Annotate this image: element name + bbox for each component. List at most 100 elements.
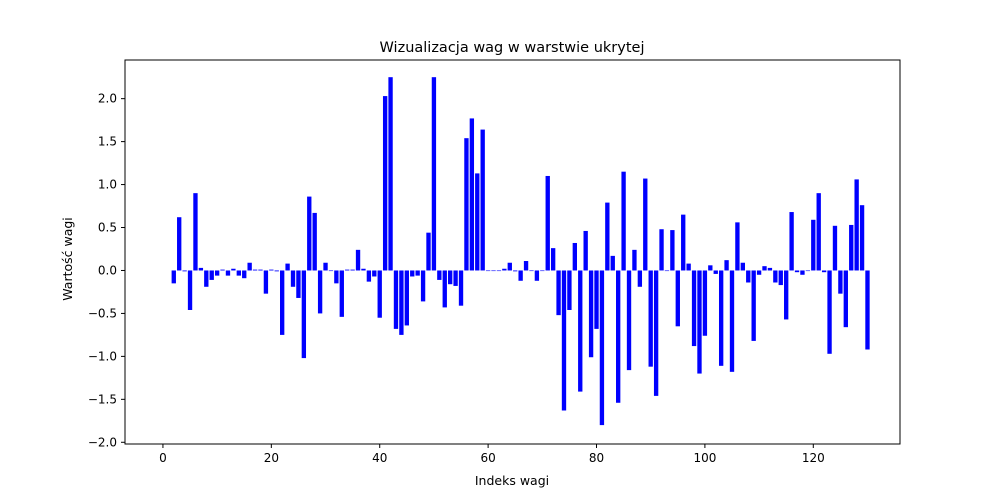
bar-40 (377, 270, 382, 318)
bar-20 (269, 269, 274, 271)
bar-95 (675, 270, 680, 327)
y-tick-label: 0.0 (98, 263, 117, 277)
bar-108 (746, 270, 751, 283)
bar-84 (616, 270, 621, 403)
bar-116 (789, 212, 794, 271)
y-tick-label: −1.0 (88, 349, 117, 363)
bar-93 (664, 270, 670, 272)
bar-19 (263, 270, 269, 294)
bar-59 (480, 129, 485, 271)
bar-23 (285, 263, 290, 271)
bar-61 (491, 270, 496, 272)
bar-103 (718, 270, 724, 366)
bar-31 (328, 270, 334, 272)
bar-52 (442, 270, 447, 308)
bar-17 (252, 269, 258, 271)
bar-14 (236, 270, 241, 276)
bar-60 (485, 270, 491, 272)
y-tick-label: −0.5 (88, 306, 117, 320)
bar-70 (540, 270, 545, 272)
bar-48 (420, 270, 426, 302)
bar-127 (849, 224, 854, 271)
bar-15 (242, 270, 247, 279)
bar-35 (350, 269, 355, 271)
x-tick-label: 60 (480, 451, 495, 465)
bar-117 (794, 270, 800, 273)
bar-120 (811, 219, 816, 271)
bar-37 (361, 268, 366, 271)
bar-5 (187, 270, 193, 310)
bar-51 (437, 270, 442, 280)
bar-109 (751, 270, 756, 341)
bar-55 (458, 270, 464, 306)
y-tick-label: −1.5 (88, 392, 117, 406)
x-tick-label: 20 (264, 451, 279, 465)
bar-71 (545, 175, 550, 271)
bar-66 (518, 270, 523, 281)
bar-16 (247, 262, 252, 271)
bar-128 (854, 179, 859, 271)
y-tick-label: 0.5 (98, 221, 117, 235)
bar-64 (507, 262, 512, 271)
bar-99 (697, 270, 702, 374)
bar-119 (805, 270, 811, 272)
bar-45 (404, 270, 409, 326)
bar-10 (214, 270, 220, 276)
bar-90 (648, 270, 653, 367)
x-tick-label: 80 (589, 451, 604, 465)
bar-79 (588, 270, 594, 358)
bar-46 (410, 270, 415, 277)
x-tick-label: 0 (159, 451, 167, 465)
bar-129 (859, 205, 865, 271)
bar-39 (372, 270, 377, 277)
bar-57 (469, 118, 475, 271)
x-axis-label: Indeks wagi (475, 473, 549, 488)
bar-98 (691, 270, 697, 347)
bar-38 (366, 270, 372, 282)
bar-12 (225, 270, 231, 276)
bar-24 (290, 270, 296, 287)
bar-114 (778, 270, 783, 286)
bar-44 (399, 270, 404, 335)
bar-18 (258, 269, 263, 271)
bar-6 (193, 193, 198, 271)
bar-112 (767, 267, 773, 271)
bar-2 (171, 270, 176, 284)
bar-67 (523, 261, 529, 271)
bar-89 (643, 178, 648, 271)
bar-74 (561, 270, 567, 411)
bar-47 (415, 270, 420, 276)
bar-9 (209, 270, 214, 280)
bar-115 (784, 270, 789, 320)
bar-85 (621, 171, 626, 271)
bar-32 (334, 270, 339, 284)
bar-3 (177, 217, 182, 271)
bar-87 (632, 249, 637, 271)
bar-86 (626, 270, 632, 371)
bars-layer (171, 77, 870, 426)
bar-13 (231, 268, 236, 271)
bar-126 (843, 270, 848, 328)
bar-30 (323, 262, 328, 271)
bar-73 (556, 270, 561, 316)
bar-25 (296, 270, 301, 298)
bar-92 (659, 229, 664, 271)
bar-4 (182, 270, 187, 272)
bar-29 (317, 270, 323, 314)
bar-22 (280, 270, 285, 335)
bar-94 (670, 230, 675, 271)
bar-123 (827, 270, 832, 354)
bar-96 (681, 214, 686, 271)
bar-76 (572, 242, 577, 271)
bar-77 (578, 270, 583, 392)
bar-42 (388, 77, 393, 271)
bar-34 (345, 269, 350, 271)
bar-113 (773, 270, 778, 283)
bar-80 (594, 270, 599, 329)
bar-130 (865, 270, 870, 350)
bar-53 (448, 270, 453, 285)
bar-56 (464, 138, 469, 271)
bar-83 (610, 255, 615, 271)
bar-104 (724, 260, 729, 271)
bar-50 (431, 77, 437, 271)
